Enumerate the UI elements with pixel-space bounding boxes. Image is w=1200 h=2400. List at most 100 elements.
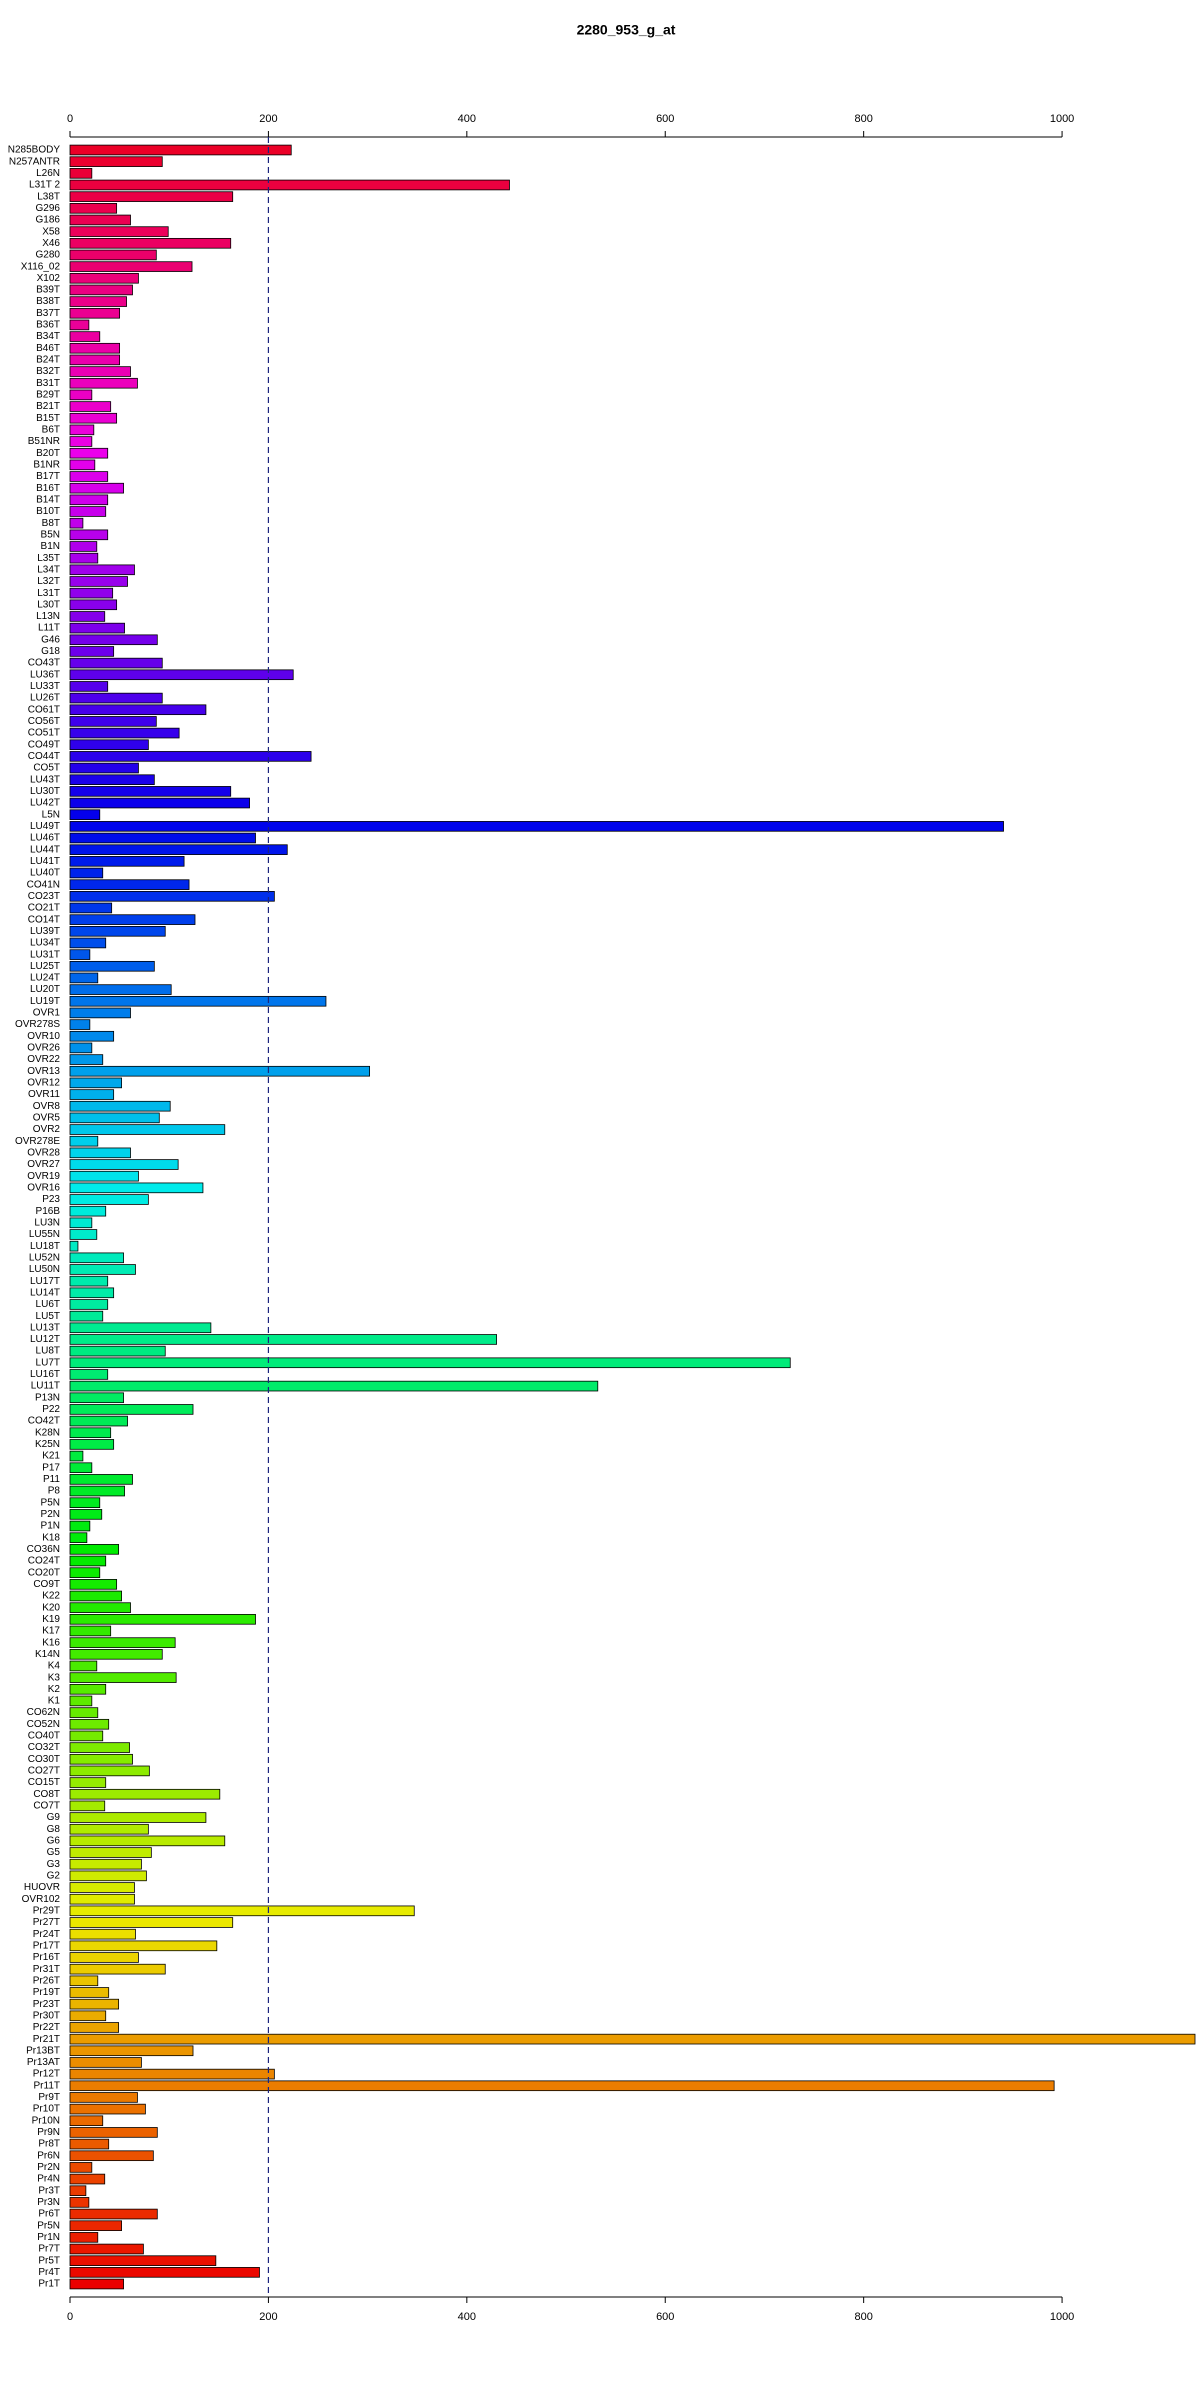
bar xyxy=(69,2278,124,2290)
bar xyxy=(69,972,99,984)
x-tick-label: 600 xyxy=(656,113,674,125)
y-tick-label: LU49T xyxy=(30,821,60,832)
bar xyxy=(69,2162,93,2173)
y-tick-label: Pr27T xyxy=(33,1917,60,1928)
bar xyxy=(69,1963,166,1975)
y-tick-label: B46T xyxy=(36,343,60,354)
bar xyxy=(69,1089,115,1100)
bar xyxy=(69,284,133,296)
bar xyxy=(69,2232,99,2243)
y-tick-label: LU50N xyxy=(29,1264,60,1275)
bar xyxy=(69,2150,154,2162)
y-tick-label: B51NR xyxy=(28,436,60,447)
y-tick-label: OVR26 xyxy=(27,1043,60,1054)
y-tick-label: LU24T xyxy=(30,973,60,984)
y-tick-label: LU39T xyxy=(30,926,60,937)
bar xyxy=(69,762,139,774)
y-tick-label: K14N xyxy=(35,1649,60,1660)
chart-title: 2280_953_g_at xyxy=(577,22,676,38)
y-tick-label: Pr3T xyxy=(38,2185,60,2196)
y-tick-label: OVR19 xyxy=(27,1171,60,1182)
y-tick-label: LU12T xyxy=(30,1334,60,1345)
y-tick-label: Pr13AT xyxy=(27,2057,60,2068)
y-tick-label: Pr6T xyxy=(38,2209,60,2220)
y-tick-label: Pr1T xyxy=(38,2279,60,2290)
bar xyxy=(69,2197,90,2208)
bar xyxy=(69,692,163,704)
bar xyxy=(69,296,127,307)
y-tick-label: LU25T xyxy=(30,961,60,972)
bar xyxy=(69,2010,107,2022)
y-tick-label: LU3N xyxy=(34,1217,60,1228)
bar xyxy=(69,1135,99,1147)
y-tick-label: Pr24T xyxy=(33,1929,60,1940)
y-tick-label: Pr29T xyxy=(33,1905,60,1916)
y-tick-label: LU11T xyxy=(31,1381,60,1392)
bar xyxy=(69,727,180,739)
y-tick-label: G3 xyxy=(47,1859,61,1870)
bar xyxy=(69,1310,104,1322)
bar xyxy=(69,1322,212,1334)
y-tick-label: OVR8 xyxy=(33,1101,61,1112)
bar xyxy=(69,1124,226,1135)
y-tick-label: Pr17T xyxy=(33,1940,60,1951)
bar xyxy=(69,1345,166,1357)
y-tick-label: CO56T xyxy=(28,716,60,727)
bar xyxy=(69,377,138,389)
bar xyxy=(69,1415,128,1427)
y-tick-label: CO32T xyxy=(28,1742,60,1753)
y-tick-label: CO24T xyxy=(28,1556,60,1567)
y-tick-label: Pr9N xyxy=(37,2127,60,2138)
bar xyxy=(69,960,155,972)
bar xyxy=(69,914,196,925)
y-tick-label: OVR16 xyxy=(27,1182,60,1193)
bar xyxy=(69,1660,98,1672)
bar xyxy=(69,1054,104,1065)
y-tick-label: K16 xyxy=(42,1637,60,1648)
y-tick-label: CO23T xyxy=(28,891,60,902)
y-tick-label: OVR27 xyxy=(27,1159,60,1170)
y-tick-label: P1N xyxy=(41,1521,60,1532)
y-tick-label: Pr9T xyxy=(38,2092,60,2103)
y-tick-label: Pr23T xyxy=(33,1999,60,2010)
bar xyxy=(69,342,121,354)
bar xyxy=(69,2068,275,2080)
y-tick-label: CO20T xyxy=(28,1567,60,1578)
y-tick-label: CO14T xyxy=(28,914,60,925)
bar xyxy=(69,2127,158,2138)
bar xyxy=(69,797,250,809)
bar xyxy=(69,786,232,797)
bar xyxy=(69,1917,234,1928)
y-tick-label: CO30T xyxy=(28,1754,60,1765)
y-tick-label: LU41T xyxy=(30,856,60,867)
y-tick-label: OVR5 xyxy=(33,1113,61,1124)
bar xyxy=(69,1614,256,1625)
bar xyxy=(69,517,84,529)
y-tick-label: Pr8T xyxy=(38,2139,60,2150)
y-tick-label: OVR102 xyxy=(22,1894,61,1905)
bar xyxy=(69,1555,107,1567)
bar xyxy=(69,529,109,541)
y-tick-label: Pr1N xyxy=(37,2232,60,2243)
y-tick-label: B37T xyxy=(36,308,60,319)
x-tick-label: 200 xyxy=(259,113,277,125)
bar xyxy=(69,1520,91,1532)
bar xyxy=(69,949,91,960)
y-tick-label: B31T xyxy=(36,378,60,389)
y-tick-label: OVR1 xyxy=(33,1008,61,1019)
y-tick-label: L26N xyxy=(36,168,60,179)
bar xyxy=(69,751,312,762)
y-tick-label: LU8T xyxy=(36,1346,60,1357)
bar xyxy=(69,319,90,331)
bar xyxy=(69,214,131,226)
y-tick-label: B34T xyxy=(36,331,60,342)
bar xyxy=(69,2267,260,2278)
bar xyxy=(69,1672,177,1683)
bar xyxy=(69,1497,101,1508)
y-tick-label: Pr12T xyxy=(33,2069,60,2080)
bar xyxy=(69,611,106,622)
y-tick-label: OVR28 xyxy=(27,1148,60,1159)
y-tick-label: B36T xyxy=(36,320,60,331)
y-tick-label: K1 xyxy=(48,1696,61,1707)
bar xyxy=(69,1042,93,1054)
